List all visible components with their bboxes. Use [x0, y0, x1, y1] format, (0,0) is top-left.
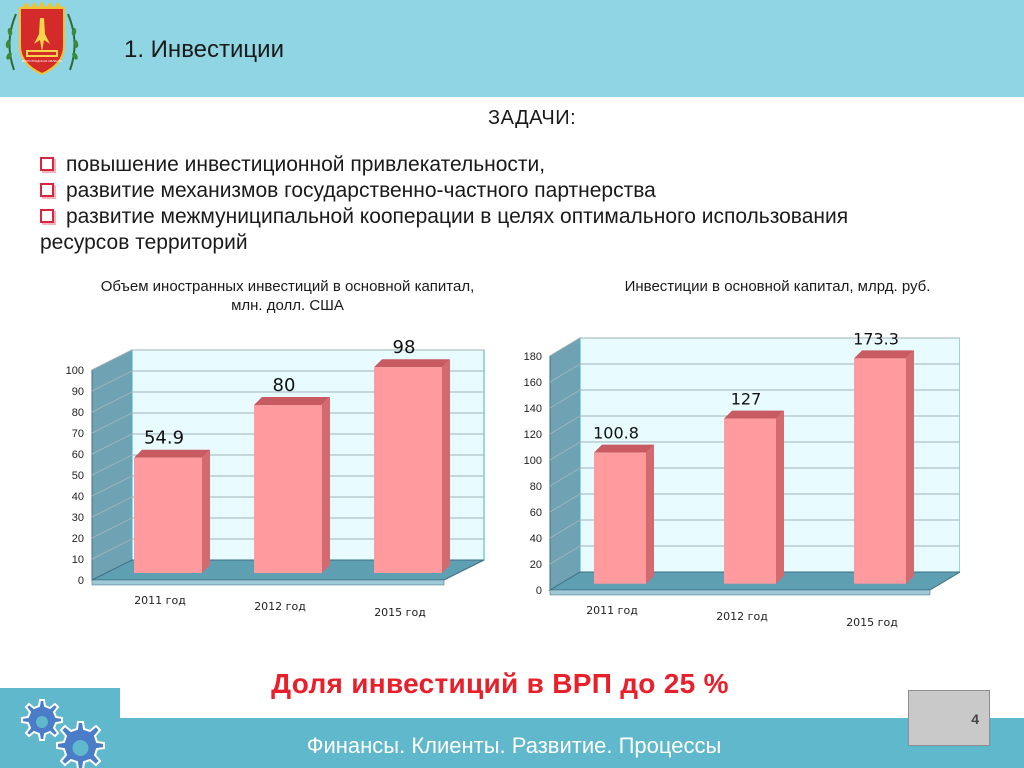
y-tick-label: 180: [524, 351, 542, 363]
y-tick-label: 60: [530, 507, 542, 519]
bar-side: [906, 350, 914, 584]
y-tick-label: 20: [530, 559, 542, 571]
y-tick-label: 0: [536, 585, 542, 597]
task-text: развитие механизмов государственно-частн…: [66, 179, 656, 202]
bar-side: [202, 449, 210, 573]
checkbox-bullet-icon: [40, 183, 54, 197]
y-tick-label: 20: [72, 533, 84, 545]
bar-top: [594, 444, 654, 453]
header-band: [0, 0, 1024, 97]
bar-top: [254, 397, 330, 405]
chart-side-wall: [549, 337, 581, 591]
y-tick-label: 140: [524, 403, 542, 415]
x-tick-label: 2011 год: [134, 594, 186, 607]
bar-side: [442, 359, 450, 573]
gridline: [549, 441, 960, 461]
bar: [854, 358, 906, 584]
gridline: [91, 391, 484, 413]
y-tick-label: 100: [524, 455, 542, 467]
y-tick-label: 80: [530, 481, 542, 493]
data-label: 100.8: [593, 424, 639, 443]
bar-top: [374, 359, 450, 368]
gridline: [91, 454, 484, 476]
y-tick-label: 60: [72, 449, 84, 461]
data-label: 80: [273, 375, 296, 396]
x-tick-label: 2012 год: [716, 610, 768, 623]
gridline: [549, 493, 960, 513]
y-tick-label: 40: [530, 533, 542, 545]
bar: [374, 367, 442, 573]
chart-floor-edge: [91, 579, 445, 586]
checkbox-bullet-icon: [40, 209, 54, 223]
y-tick-label: 160: [524, 377, 542, 389]
gridline: [549, 467, 960, 487]
x-tick-label: 2012 год: [254, 600, 306, 613]
bar: [134, 457, 202, 573]
bar-top: [724, 410, 784, 419]
bar-side: [646, 444, 654, 584]
gridline: [549, 415, 960, 435]
footer-band: [0, 718, 1024, 768]
conclusion-text: Доля инвестиций в ВРП до 25 %: [271, 668, 729, 699]
y-tick-label: 90: [72, 386, 84, 398]
footer-tagline: Финансы. Клиенты. Развитие. Процессы: [306, 733, 722, 758]
chart-title-capital-investment: Инвестиции в основной капитал, млрд. руб…: [624, 278, 931, 295]
y-tick-label: 70: [72, 428, 84, 440]
data-label: 127: [731, 390, 762, 409]
page-number: 4: [971, 711, 979, 727]
gears-icon: [21, 699, 105, 768]
gridline: [91, 433, 484, 455]
y-tick-label: 100: [66, 365, 84, 377]
chart-title-foreign-investment: Объем иностранных инвестиций в основной …: [100, 278, 475, 314]
checkbox-bullet-icon: [40, 157, 54, 171]
page-number-box: 4: [908, 690, 990, 746]
task-text: повышение инвестиционной привлекательнос…: [66, 153, 546, 176]
data-label: 173.3: [853, 330, 899, 348]
x-tick-label: 2015 год: [374, 606, 426, 619]
gridline: [549, 519, 960, 539]
bar-side: [322, 397, 330, 573]
footer-gear-panel: [0, 688, 120, 768]
gridline: [91, 349, 484, 371]
gridline: [91, 370, 484, 392]
bar: [254, 405, 322, 573]
y-tick-label: 10: [72, 554, 84, 566]
bar: [724, 418, 776, 584]
task-list: повышение инвестиционной привлекательнос…: [40, 152, 920, 256]
y-tick-label: 30: [72, 512, 84, 524]
y-tick-label: 120: [524, 429, 542, 441]
gridline: [549, 363, 960, 383]
x-tick-label: 2015 год: [846, 616, 898, 629]
gridline: [91, 475, 484, 497]
bar-side: [776, 410, 784, 584]
gridline: [91, 496, 484, 518]
gridline: [91, 517, 484, 539]
emblem-caption: ВОЛГОГРАДСКАЯ ОБЛАСТЬ: [22, 59, 63, 63]
data-label: 98: [393, 337, 416, 358]
tasks-heading: ЗАДАЧИ:: [488, 107, 577, 129]
slide-title: 1. Инвестиции: [124, 36, 284, 63]
y-tick-label: 50: [72, 470, 84, 482]
y-tick-label: 40: [72, 491, 84, 503]
x-tick-label: 2011 год: [586, 604, 638, 617]
region-emblem-icon: ВОЛГОГРАДСКАЯ ОБЛАСТЬ: [5, 1, 79, 76]
gridline: [549, 389, 960, 409]
bar: [594, 452, 646, 584]
chart-floor-edge: [549, 589, 931, 596]
gridline: [549, 545, 960, 565]
task-item: повышение инвестиционной привлекательнос…: [40, 152, 920, 178]
task-item: развитие механизмов государственно-частн…: [40, 178, 920, 204]
chart-capital-investment: 0 20 40 60 80 100 120 140 160 180 100.8 2011 год 127…: [524, 330, 960, 629]
gridline: [91, 412, 484, 434]
y-tick-label: 80: [72, 407, 84, 419]
task-text: развитие межмуниципальной кооперации в ц…: [40, 205, 849, 254]
bar-top: [854, 350, 914, 359]
task-item: развитие межмуниципальной кооперации в ц…: [40, 204, 920, 256]
chart-foreign-investment: 0 10 20 30 40 50 60 70 80 90 100 54.9 2011 год 80 2012…: [66, 337, 485, 619]
data-label: 54.9: [144, 428, 184, 449]
bar-top: [134, 449, 210, 458]
y-tick-label: 0: [78, 575, 84, 587]
gridline: [91, 538, 484, 560]
gridline: [549, 337, 960, 357]
